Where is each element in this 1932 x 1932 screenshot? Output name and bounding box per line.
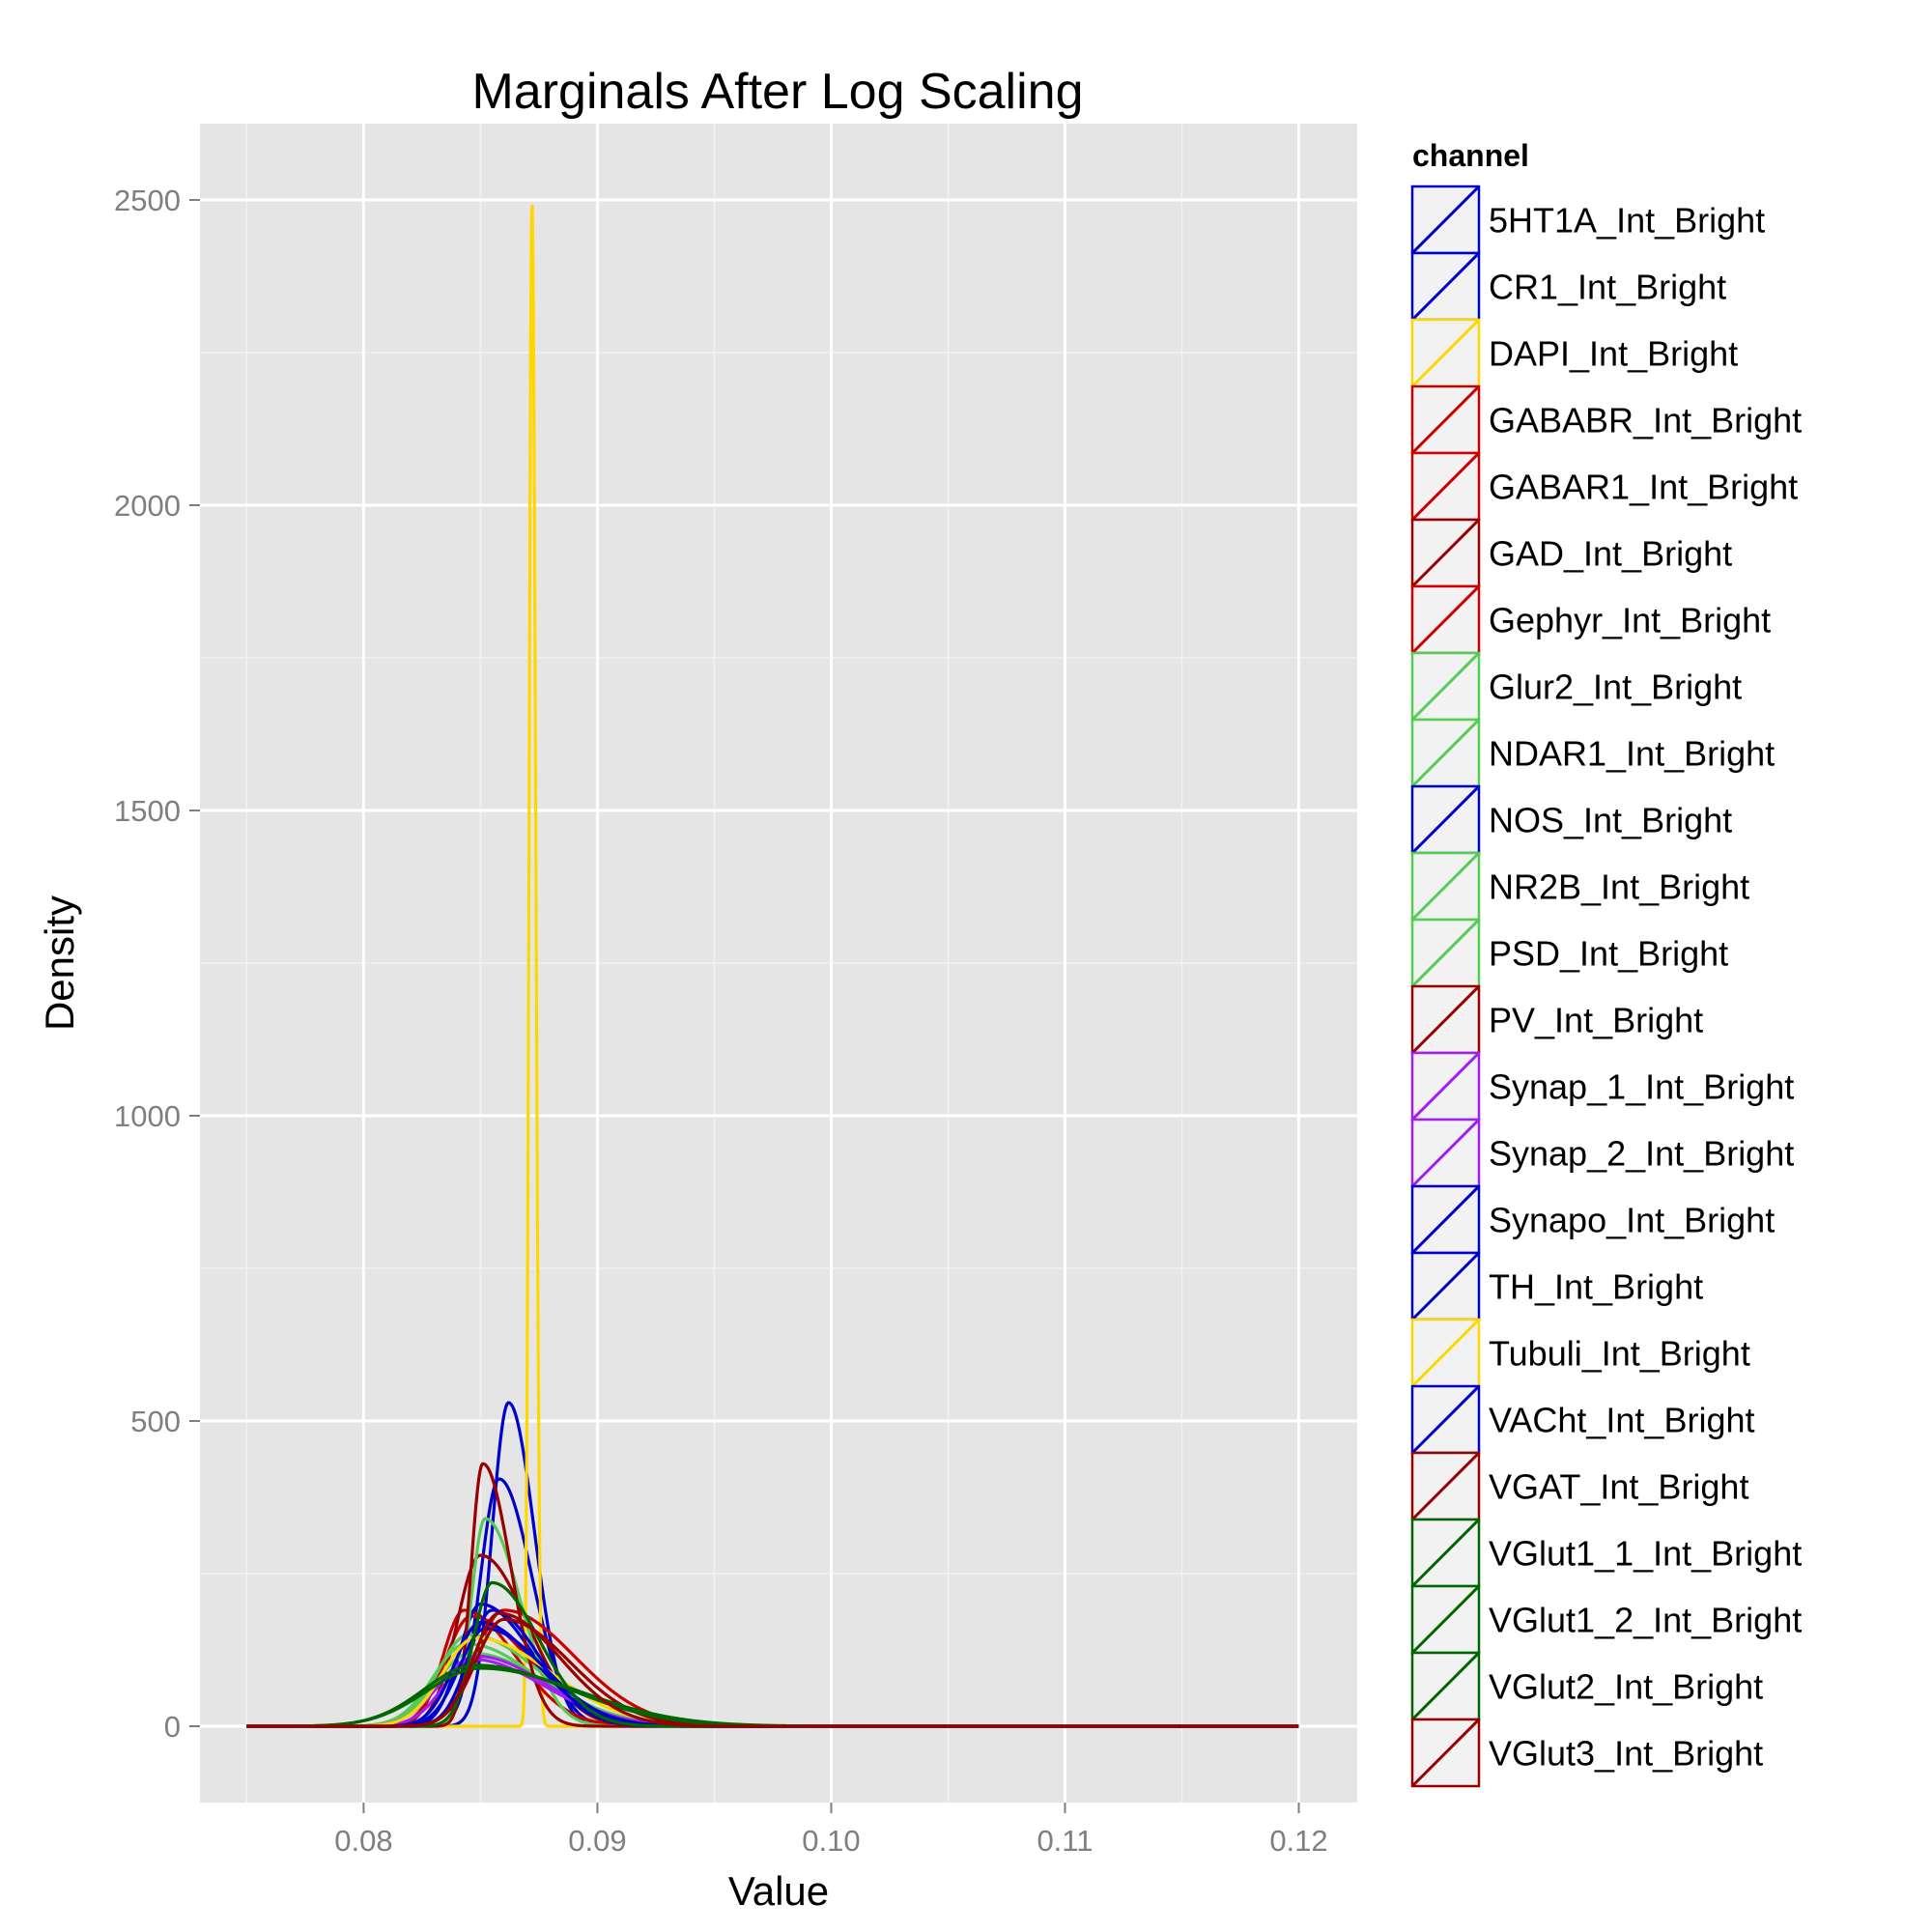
legend-label: 5HT1A_Int_Bright [1489,201,1765,241]
legend-key-line [1410,1651,1481,1721]
series-line-VGlut3_Int_Bright [245,1611,1300,1728]
legend-item: CR1_Int_Bright [1410,251,1726,322]
legend-item: DAPI_Int_Bright [1410,318,1738,388]
legend-key-line [1410,318,1481,388]
legend-key-line [1410,251,1481,322]
legend-label: Tubuli_Int_Bright [1489,1334,1750,1374]
y-tick-label: 500 [130,1405,181,1438]
legend-item: GABAR1_Int_Bright [1410,451,1798,522]
legend-item: 5HT1A_Int_Bright [1410,185,1765,255]
legend-item: VGlut2_Int_Bright [1410,1651,1763,1721]
legend-key-line [1410,451,1481,522]
legend-item: VGlut1_1_Int_Bright [1410,1518,1802,1588]
chart-title: Marginals After Log Scaling [471,64,1083,120]
legend-label: Synap_1_Int_Bright [1489,1067,1794,1107]
legend-label: GABAR1_Int_Bright [1489,468,1798,507]
legend-key-line [1410,918,1481,988]
legend-key-line [1410,1251,1481,1321]
legend-label: VACht_Int_Bright [1489,1401,1754,1440]
legend-item: GABABR_Int_Bright [1410,384,1802,455]
legend-label: PSD_Int_Bright [1489,934,1728,974]
legend-items: 5HT1A_Int_Bright CR1_Int_Bright DAPI_Int_B… [1410,185,1802,1788]
legend-item: Tubuli_Int_Bright [1410,1318,1750,1388]
legend-item: VGlut1_2_Int_Bright [1410,1584,1802,1655]
y-tick-label: 1000 [114,1099,181,1133]
legend-key-line [1410,1384,1481,1455]
legend-label: TH_Int_Bright [1489,1267,1703,1307]
legend-key-line [1410,984,1481,1055]
legend-label: PV_Int_Bright [1489,1001,1703,1040]
y-tick-label: 2500 [114,184,181,217]
legend-item: Synap_2_Int_Bright [1410,1118,1794,1188]
series-lines [245,204,1300,1728]
legend-label: Synap_2_Int_Bright [1489,1134,1794,1174]
legend-item: Gephyr_Int_Bright [1410,584,1771,655]
legend-item: NDAR1_Int_Bright [1410,718,1775,788]
legend-item: VACht_Int_Bright [1410,1384,1754,1455]
legend-item: Synapo_Int_Bright [1410,1184,1775,1255]
legend-key-line [1410,718,1481,788]
grid-minor [200,124,1357,1803]
x-tick-label: 0.10 [802,1824,860,1858]
legend-item: PV_Int_Bright [1410,984,1703,1055]
y-tick-label: 2000 [114,489,181,523]
x-tick-label: 0.12 [1269,1824,1327,1858]
legend-item: VGAT_Int_Bright [1410,1451,1748,1521]
legend-key-line [1410,185,1481,255]
x-tick-label: 0.08 [334,1824,392,1858]
legend-label: Glur2_Int_Bright [1489,668,1742,707]
legend: channel 5HT1A_Int_Bright CR1_Int_Bright DA… [1410,138,1802,1788]
legend-key-line [1410,1451,1481,1521]
legend-label: NR2B_Int_Bright [1489,867,1749,907]
legend-key-line [1410,1518,1481,1588]
legend-label: NDAR1_Int_Bright [1489,734,1775,774]
legend-key-line [1410,651,1481,722]
y-tick-label: 1500 [114,794,181,828]
x-axis-ticks: 0.08 0.09 0.10 0.11 0.12 [334,1803,1328,1858]
legend-item: NOS_Int_Bright [1410,784,1732,855]
legend-label: Synapo_Int_Bright [1489,1201,1775,1240]
legend-label: VGAT_Int_Bright [1489,1467,1748,1507]
legend-label: VGlut2_Int_Bright [1489,1667,1763,1707]
legend-key-line [1410,384,1481,455]
legend-item: GAD_Int_Bright [1410,518,1732,588]
legend-item: PSD_Int_Bright [1410,918,1728,988]
y-axis-ticks: 0 500 1000 1500 2000 2500 [114,184,200,1744]
legend-key-line [1410,518,1481,588]
legend-key-line [1410,1318,1481,1388]
x-axis-title: Value [728,1868,829,1914]
legend-key-line [1410,1051,1481,1122]
y-tick-label: 0 [164,1710,181,1744]
legend-item: Synap_1_Int_Bright [1410,1051,1794,1122]
x-tick-label: 0.09 [568,1824,626,1858]
legend-key-line [1410,1584,1481,1655]
legend-label: GAD_Int_Bright [1489,534,1732,574]
legend-label: CR1_Int_Bright [1489,268,1726,307]
legend-key-line [1410,784,1481,855]
legend-label: VGlut3_Int_Bright [1489,1734,1763,1774]
legend-label: DAPI_Int_Bright [1489,334,1738,374]
legend-key-line [1410,1184,1481,1255]
legend-key-line [1410,584,1481,655]
legend-label: VGlut1_1_Int_Bright [1489,1534,1802,1574]
y-axis-title: Density [37,895,82,1031]
x-tick-label: 0.11 [1037,1824,1093,1858]
legend-key-line [1410,1718,1481,1788]
legend-label: NOS_Int_Bright [1489,801,1732,840]
legend-item: TH_Int_Bright [1410,1251,1703,1321]
legend-label: GABABR_Int_Bright [1489,401,1802,440]
legend-key-line [1410,851,1481,922]
legend-item: VGlut3_Int_Bright [1410,1718,1763,1788]
legend-label: Gephyr_Int_Bright [1489,601,1771,640]
legend-item: Glur2_Int_Bright [1410,651,1742,722]
legend-key-line [1410,1118,1481,1188]
legend-title: channel [1412,138,1529,173]
legend-item: NR2B_Int_Bright [1410,851,1749,922]
legend-label: VGlut1_2_Int_Bright [1489,1601,1802,1640]
